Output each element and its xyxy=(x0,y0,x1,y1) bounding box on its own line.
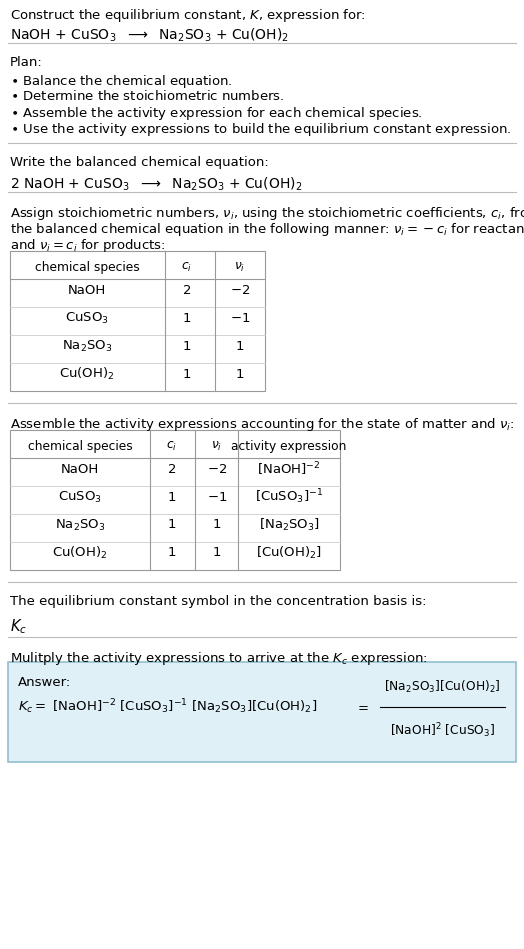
Text: Plan:: Plan: xyxy=(10,56,43,69)
Text: Answer:: Answer: xyxy=(18,676,71,689)
FancyBboxPatch shape xyxy=(8,662,516,762)
Text: $\bullet$ Assemble the activity expression for each chemical species.: $\bullet$ Assemble the activity expressi… xyxy=(10,105,423,122)
Text: CuSO$_3$: CuSO$_3$ xyxy=(58,490,102,505)
Text: Na$_2$SO$_3$: Na$_2$SO$_3$ xyxy=(54,517,105,532)
Text: [Cu(OH)$_2$]: [Cu(OH)$_2$] xyxy=(256,545,322,561)
Text: the balanced chemical equation in the following manner: $\nu_i = -c_i$ for react: the balanced chemical equation in the fo… xyxy=(10,221,524,238)
Text: [Na$_2$SO$_3$][Cu(OH)$_2$]: [Na$_2$SO$_3$][Cu(OH)$_2$] xyxy=(384,679,501,695)
Text: $\bullet$ Use the activity expressions to build the equilibrium constant express: $\bullet$ Use the activity expressions t… xyxy=(10,121,511,138)
Text: $\nu_i$: $\nu_i$ xyxy=(211,440,223,453)
Text: NaOH + CuSO$_3$  $\longrightarrow$  Na$_2$SO$_3$ + Cu(OH)$_2$: NaOH + CuSO$_3$ $\longrightarrow$ Na$_2$… xyxy=(10,27,289,45)
Text: 2: 2 xyxy=(183,284,191,296)
Text: 1: 1 xyxy=(183,340,191,352)
Text: NaOH: NaOH xyxy=(68,284,106,296)
Text: [NaOH]$^{-2}$: [NaOH]$^{-2}$ xyxy=(257,460,321,477)
Text: $-1$: $-1$ xyxy=(230,311,250,325)
Text: $c_i$: $c_i$ xyxy=(181,261,192,274)
Text: 1: 1 xyxy=(168,491,176,504)
Text: 1: 1 xyxy=(183,311,191,325)
Text: chemical species: chemical species xyxy=(35,261,139,274)
Text: CuSO$_3$: CuSO$_3$ xyxy=(65,310,109,326)
Text: [Na$_2$SO$_3$]: [Na$_2$SO$_3$] xyxy=(258,517,320,533)
Bar xyxy=(10,430,340,570)
Text: Mulitply the activity expressions to arrive at the $K_c$ expression:: Mulitply the activity expressions to arr… xyxy=(10,650,428,667)
Text: $-2$: $-2$ xyxy=(230,284,250,296)
Text: 2: 2 xyxy=(168,462,176,475)
Text: $-2$: $-2$ xyxy=(207,462,227,475)
Text: $1$: $1$ xyxy=(235,367,245,381)
Bar xyxy=(10,251,265,391)
Text: chemical species: chemical species xyxy=(28,440,133,453)
Text: Construct the equilibrium constant, $K$, expression for:: Construct the equilibrium constant, $K$,… xyxy=(10,7,366,24)
Text: $1$: $1$ xyxy=(212,518,222,531)
Text: and $\nu_i = c_i$ for products:: and $\nu_i = c_i$ for products: xyxy=(10,237,166,254)
Text: 1: 1 xyxy=(183,367,191,381)
Text: 1: 1 xyxy=(168,518,176,531)
Text: $\bullet$ Determine the stoichiometric numbers.: $\bullet$ Determine the stoichiometric n… xyxy=(10,89,285,103)
Text: $1$: $1$ xyxy=(212,547,222,560)
Text: Na$_2$SO$_3$: Na$_2$SO$_3$ xyxy=(62,339,112,354)
Text: Assemble the activity expressions accounting for the state of matter and $\nu_i$: Assemble the activity expressions accoun… xyxy=(10,416,515,433)
Text: 1: 1 xyxy=(168,547,176,560)
Text: $1$: $1$ xyxy=(235,340,245,352)
Text: The equilibrium constant symbol in the concentration basis is:: The equilibrium constant symbol in the c… xyxy=(10,595,427,608)
Text: $K_c = $ [NaOH]$^{-2}$ [CuSO$_3$]$^{-1}$ [Na$_2$SO$_3$][Cu(OH)$_2$]: $K_c = $ [NaOH]$^{-2}$ [CuSO$_3$]$^{-1}$… xyxy=(18,698,318,716)
Text: NaOH: NaOH xyxy=(61,462,99,475)
Text: [NaOH]$^2$ [CuSO$_3$]: [NaOH]$^2$ [CuSO$_3$] xyxy=(390,721,495,739)
Text: $\nu_i$: $\nu_i$ xyxy=(234,261,246,274)
Text: [CuSO$_3$]$^{-1}$: [CuSO$_3$]$^{-1}$ xyxy=(255,488,323,507)
Text: $c_i$: $c_i$ xyxy=(167,440,178,453)
Text: Cu(OH)$_2$: Cu(OH)$_2$ xyxy=(59,366,115,382)
Text: $-1$: $-1$ xyxy=(207,491,227,504)
Text: Cu(OH)$_2$: Cu(OH)$_2$ xyxy=(52,545,108,561)
Text: Write the balanced chemical equation:: Write the balanced chemical equation: xyxy=(10,156,269,169)
Text: $K_c$: $K_c$ xyxy=(10,617,27,636)
Text: 2 NaOH + CuSO$_3$  $\longrightarrow$  Na$_2$SO$_3$ + Cu(OH)$_2$: 2 NaOH + CuSO$_3$ $\longrightarrow$ Na$_… xyxy=(10,176,302,194)
Text: $\bullet$ Balance the chemical equation.: $\bullet$ Balance the chemical equation. xyxy=(10,73,233,90)
Text: activity expression: activity expression xyxy=(231,440,347,453)
Text: $=$: $=$ xyxy=(355,700,369,714)
Text: Assign stoichiometric numbers, $\nu_i$, using the stoichiometric coefficients, $: Assign stoichiometric numbers, $\nu_i$, … xyxy=(10,205,524,222)
